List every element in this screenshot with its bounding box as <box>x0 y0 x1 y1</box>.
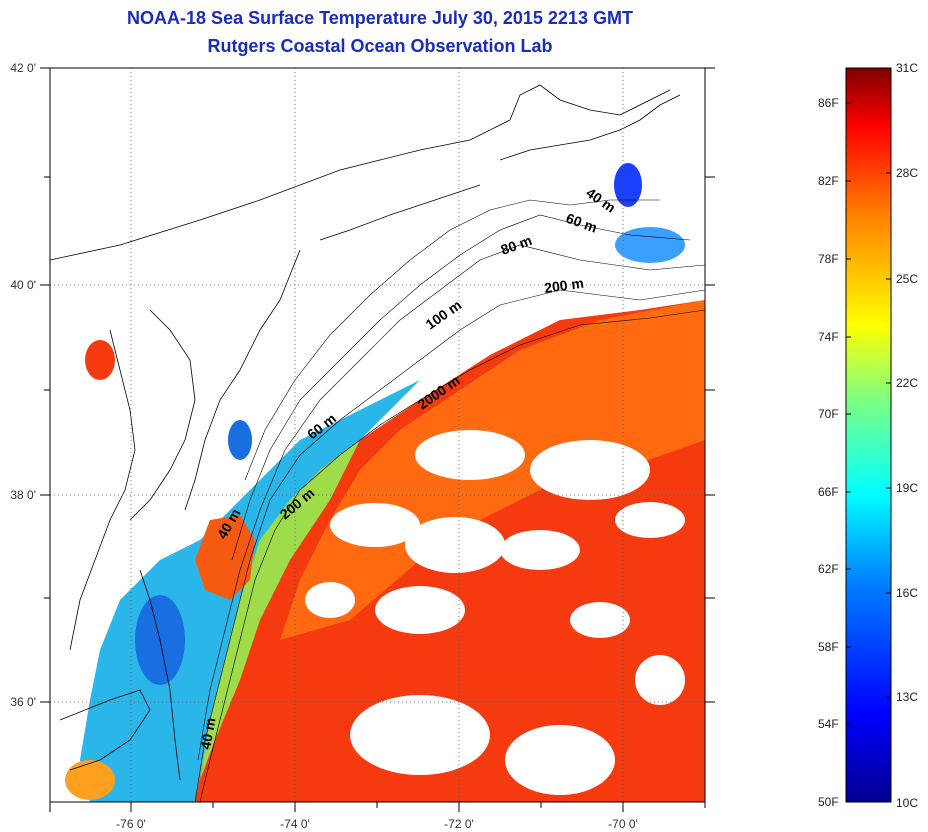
colorbar-f-label: 78F <box>818 252 839 266</box>
cold-water-patch <box>615 227 685 263</box>
contour-label: 40 m <box>583 184 618 215</box>
bathymetry-contours <box>194 199 705 802</box>
colorbar-f-label: 74F <box>818 330 839 344</box>
lat-tick-label: 36 0' <box>10 695 36 709</box>
colorbar-c-label: 31C <box>896 61 919 75</box>
cloud-cover <box>305 430 685 795</box>
contour-label: 80 m <box>499 232 534 258</box>
colorbar-f-label: 86F <box>818 96 839 110</box>
colorbar-c-label: 19C <box>896 481 919 495</box>
colorbar-ticks <box>846 102 891 725</box>
warm-inshore-patch <box>195 515 255 600</box>
lat-tick-label: 38 0' <box>10 488 36 502</box>
lon-tick-label: -70 0' <box>608 817 638 831</box>
colorbar-f-label: 58F <box>818 640 839 654</box>
map-subtitle: Rutgers Coastal Ocean Observation Lab <box>207 36 553 56</box>
lon-tick-label: -76 0' <box>116 817 146 831</box>
sst-field <box>65 163 705 802</box>
contour-label: 60 m <box>564 210 599 236</box>
sound-warm-patch <box>65 760 115 800</box>
colorbar-f-label: 54F <box>818 717 839 731</box>
colorbar-c-label: 22C <box>896 376 919 390</box>
cold-water-patch <box>228 420 252 460</box>
colorbar-c-label: 16C <box>896 586 919 600</box>
lat-tick-label: 40 0' <box>10 278 36 292</box>
map-title: NOAA-18 Sea Surface Temperature July 30,… <box>127 8 633 28</box>
lat-tick-label: 42 0' <box>10 61 36 75</box>
colorbar-f-label: 50F <box>818 795 839 809</box>
bay-warm-patch <box>85 340 115 380</box>
colorbar-c-label: 28C <box>896 166 919 180</box>
lon-tick-label: -72 0' <box>444 817 474 831</box>
cold-water-patch <box>614 163 642 207</box>
tick-marks <box>40 67 715 812</box>
colorbar-f-label: 66F <box>818 485 839 499</box>
colorbar <box>845 67 892 803</box>
colorbar-c-label: 25C <box>896 272 919 286</box>
contour-label: 100 m <box>423 297 465 333</box>
colorbar-f-label: 70F <box>818 407 839 421</box>
colorbar-c-label: 10C <box>896 796 919 810</box>
colorbar-f-label: 82F <box>818 174 839 188</box>
colorbar-f-label: 62F <box>818 562 839 576</box>
contour-label: 200 m <box>543 275 585 296</box>
colorbar-c-label: 13C <box>896 690 919 704</box>
contour-label: 40 m <box>197 716 218 750</box>
coastline <box>50 84 681 781</box>
lon-tick-label: -74 0' <box>280 817 310 831</box>
